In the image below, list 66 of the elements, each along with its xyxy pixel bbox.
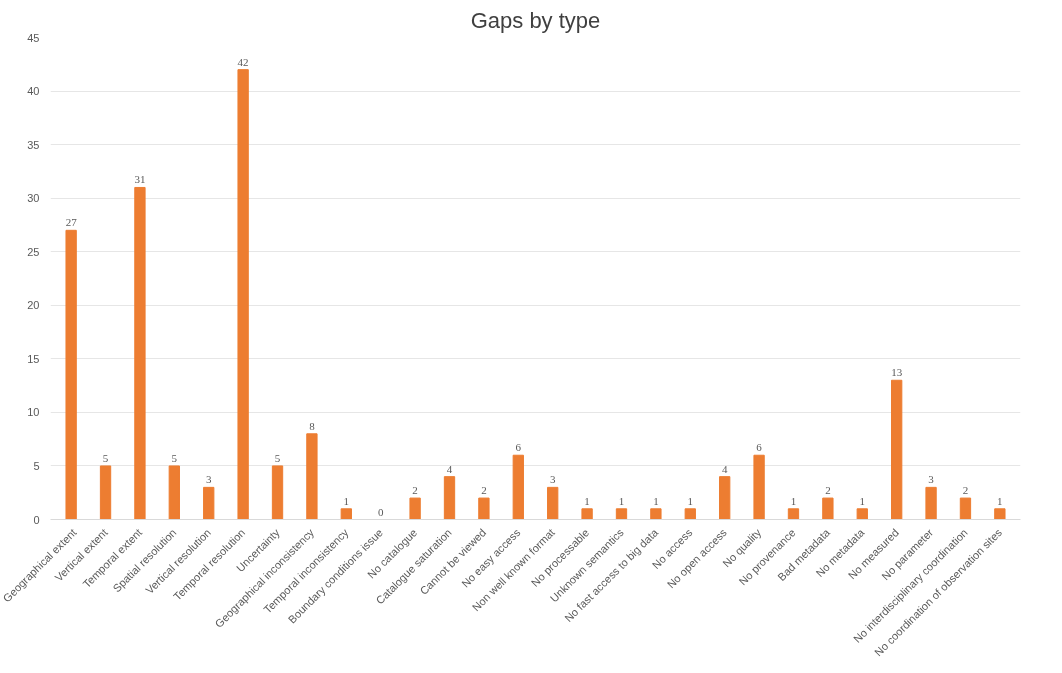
bar (959, 497, 972, 520)
data-label: 2 (412, 484, 418, 497)
y-tick-label: 0 (33, 513, 40, 526)
bar (340, 508, 352, 520)
bar (306, 433, 318, 520)
data-label: 4 (721, 462, 728, 475)
data-label: 3 (205, 473, 212, 486)
bar (719, 476, 731, 520)
data-label: 3 (928, 473, 935, 486)
bar (237, 69, 249, 520)
data-label: 13 (891, 366, 903, 379)
y-tick-label: 10 (27, 406, 40, 419)
bar (822, 497, 834, 520)
bar (753, 454, 765, 520)
data-label: 0 (377, 505, 384, 518)
chart-title: Gaps by type (470, 7, 601, 33)
bar (134, 186, 146, 520)
data-label: 1 (997, 494, 1003, 507)
data-label: 1 (653, 494, 659, 507)
bar (891, 379, 903, 520)
data-label: 6 (515, 441, 522, 454)
bar (615, 508, 628, 520)
bar (787, 508, 800, 520)
bar (271, 465, 284, 520)
data-label: 3 (549, 473, 556, 486)
data-label: 6 (756, 441, 763, 454)
data-label: 5 (274, 451, 281, 464)
bar (168, 465, 180, 520)
y-tick-label: 15 (27, 352, 40, 365)
bar (684, 508, 696, 520)
y-tick-label: 40 (27, 85, 40, 98)
y-tick-label: 45 (27, 31, 40, 44)
bar (856, 508, 868, 520)
data-label: 27 (65, 216, 78, 229)
data-label: 1 (859, 494, 866, 507)
bar (99, 465, 112, 520)
bar (478, 497, 490, 520)
bar (409, 497, 421, 520)
bar (925, 486, 937, 520)
bar (65, 229, 77, 520)
data-label: 31 (134, 173, 146, 186)
y-tick-label: 20 (27, 299, 40, 312)
data-label: 1 (618, 494, 625, 507)
bar (443, 476, 456, 520)
data-label: 1 (790, 494, 797, 507)
bar (203, 486, 215, 520)
data-label: 1 (584, 494, 590, 507)
data-label: 8 (309, 419, 316, 432)
y-tick-label: 25 (27, 245, 40, 258)
data-label: 5 (102, 451, 109, 464)
bar (512, 454, 524, 520)
data-label: 2 (962, 484, 969, 497)
y-tick-label: 5 (33, 459, 40, 472)
data-label: 4 (446, 462, 453, 475)
bar (650, 508, 662, 520)
y-tick-label: 35 (27, 138, 40, 151)
bar (994, 508, 1006, 520)
bar (547, 486, 559, 520)
data-label: 42 (237, 55, 249, 68)
y-tick-label: 30 (27, 192, 40, 205)
data-label: 2 (481, 484, 487, 497)
data-label: 1 (687, 494, 694, 507)
data-label: 2 (825, 484, 831, 497)
data-label: 1 (343, 494, 350, 507)
bar (581, 508, 593, 520)
data-label: 5 (171, 451, 178, 464)
